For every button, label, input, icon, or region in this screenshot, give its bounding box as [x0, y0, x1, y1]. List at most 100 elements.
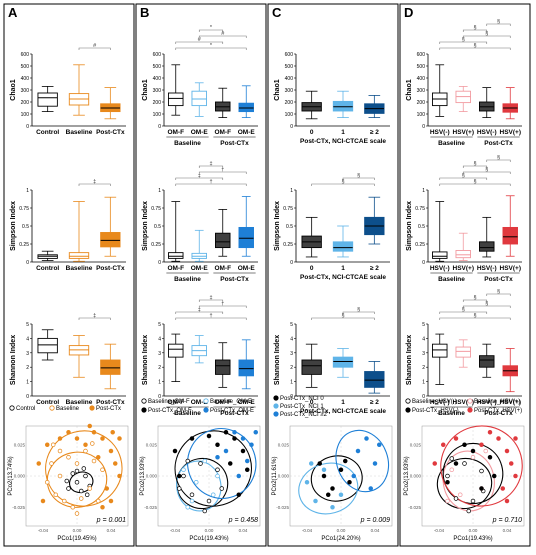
x-tick-label: 0.04 — [503, 528, 512, 533]
data-point — [462, 461, 467, 466]
data-point — [377, 442, 382, 448]
x-tick-label: OM-F — [167, 129, 184, 136]
legend-marker — [141, 398, 147, 404]
data-point — [185, 505, 191, 510]
significance-bracket — [462, 299, 488, 302]
significance-mark: § — [473, 161, 476, 167]
y-tick-label: 0 — [422, 124, 425, 130]
group-label: Baseline — [438, 140, 465, 147]
y-tick-label: 0.025 — [278, 442, 290, 447]
x-tick-label: 1 — [341, 265, 345, 272]
significance-mark: § — [485, 31, 488, 37]
box-body — [479, 241, 495, 252]
significance-bracket — [439, 183, 511, 186]
y-tick-label: 0.75 — [283, 206, 293, 212]
data-point — [483, 448, 489, 454]
legend-marker — [273, 395, 279, 401]
significance-bracket — [486, 293, 511, 296]
significance-bracket — [78, 183, 111, 186]
data-point — [177, 473, 182, 479]
data-point — [513, 436, 518, 441]
panel-border-a — [3, 3, 135, 547]
box-body — [168, 252, 184, 259]
data-point — [74, 480, 80, 485]
y-tick-label: 0 — [26, 124, 29, 130]
legend-marker — [89, 405, 95, 411]
y-tick-label: 0.25 — [283, 242, 293, 248]
x-tick-label: HSV(+) — [453, 265, 475, 272]
x-tick-label: -0.04 — [170, 528, 181, 533]
data-point — [57, 473, 63, 479]
significance-mark: § — [485, 167, 488, 173]
data-point — [496, 436, 501, 441]
data-point — [215, 473, 220, 479]
box-body — [432, 251, 448, 259]
data-point — [232, 430, 237, 435]
box-1 — [332, 90, 354, 118]
box-body — [432, 343, 448, 358]
significance-mark: # — [93, 43, 97, 49]
box-0 — [37, 86, 58, 112]
box-body — [332, 356, 354, 368]
y-tick-label: 2 — [422, 365, 425, 371]
x-tick-label: ≥ 2 — [370, 265, 379, 272]
significance-bracket — [175, 183, 247, 186]
data-point — [66, 430, 71, 435]
box-1 — [332, 225, 354, 258]
data-point — [177, 486, 182, 491]
data-point — [304, 480, 310, 485]
box-body — [37, 92, 58, 107]
y-tick-label: 2 — [26, 365, 29, 371]
legend-marker — [9, 405, 15, 411]
x-tick-label: 0.00 — [469, 528, 478, 533]
box-body — [479, 355, 495, 368]
data-point — [117, 436, 122, 441]
y-tick-label: 2 — [290, 365, 293, 371]
x-tick-label: ≥ 2 — [370, 129, 379, 136]
y-tick-label: 0 — [158, 394, 161, 400]
p-value: p = 0.009 — [360, 517, 390, 524]
x-tick-label: 0.00 — [205, 528, 214, 533]
significance-bracket — [462, 305, 511, 308]
confidence-ellipse — [440, 425, 523, 507]
significance-mark: § — [497, 19, 500, 25]
box-0 — [301, 216, 322, 258]
significance-mark: § — [341, 179, 344, 185]
box-1 — [191, 335, 207, 364]
x-tick-label: Baseline — [66, 399, 93, 406]
data-point — [470, 498, 476, 504]
box-3 — [502, 87, 518, 120]
y-axis-label: PCo2(13.93%) — [404, 456, 410, 495]
significance-bracket — [198, 305, 247, 308]
data-point — [36, 461, 41, 466]
group-label: Baseline — [174, 276, 201, 283]
boxplot-a-chao1: 0 100 200 300 400 500 600 Chao1 Control Baseline P… — [10, 43, 126, 136]
pcoa-c: Post-CTx_NCI 0 Post-CTx_NCI 1 Post-CTx_NCI… — [272, 395, 393, 542]
y-tick-label: 4 — [158, 336, 161, 342]
y-tick-label: 5 — [422, 322, 425, 328]
significance-mark: ‡ — [209, 295, 212, 301]
x-tick-label: Post-CTx — [96, 399, 125, 406]
y-tick-label: 500 — [21, 64, 30, 70]
x-tick-label: HSV(-) — [477, 129, 497, 136]
x-axis-label: PCo1(19.43%) — [453, 536, 492, 542]
y-tick-label: 0.5 — [418, 224, 425, 230]
data-point — [215, 455, 220, 460]
x-tick-label: OM-F — [214, 129, 231, 136]
y-tick-label: 0.025 — [146, 442, 158, 447]
y-tick-label: 100 — [153, 112, 162, 118]
data-point — [172, 448, 178, 454]
x-tick-label: Post-CTx — [96, 265, 125, 272]
y-tick-label: 100 — [285, 112, 294, 118]
significance-bracket — [198, 171, 247, 174]
legend-label: Post-CTx_NCI ≥2 — [280, 412, 328, 418]
y-tick-label: 0.75 — [415, 206, 425, 212]
legend-marker — [273, 411, 279, 417]
significance-mark: § — [473, 313, 476, 319]
data-point — [95, 455, 101, 460]
x-tick-label: 0.04 — [371, 528, 380, 533]
significance-bracket — [175, 47, 247, 50]
data-point — [83, 473, 88, 479]
